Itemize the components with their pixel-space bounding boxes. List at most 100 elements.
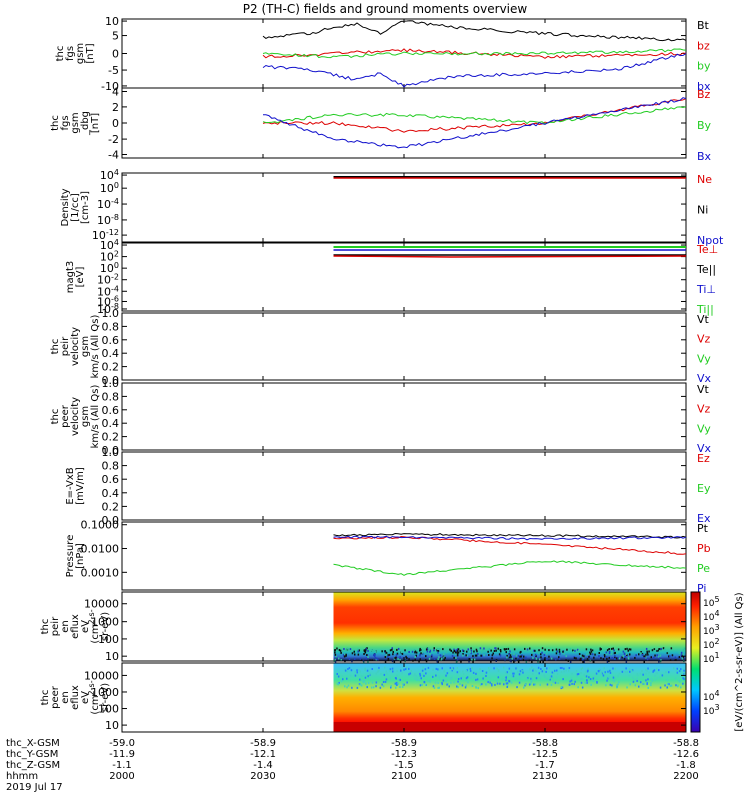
ylabel-line: gsm xyxy=(75,43,86,64)
ylabel-peir_vel: thc peir velocity gsm km/s (All Qs) xyxy=(50,315,101,379)
ylabel-peer_vel: thc peer velocity gsm km/s (All Qs) xyxy=(50,385,101,449)
ytick-label: 10-6 xyxy=(97,294,119,308)
series-group-pressure-Pb xyxy=(333,535,687,555)
legend-peer_vel-2: Vy xyxy=(697,422,711,435)
panel-frame-peir_vel xyxy=(121,312,687,381)
ytick-label: 1000 xyxy=(91,686,119,699)
legend-peer_vel-1: Vz xyxy=(697,403,711,416)
ytick-label: 10-2 xyxy=(97,273,119,287)
ylabel-line: Pressure xyxy=(65,535,76,578)
ytick-label: 5 xyxy=(112,30,119,43)
legend-pressure-0: Pt xyxy=(697,522,709,535)
colorbar-tick: 103 xyxy=(703,623,720,637)
temperature-series xyxy=(333,246,687,258)
legend-temp-2: Ti⊥ xyxy=(696,283,716,296)
colorbar-tick: 101 xyxy=(703,651,720,665)
ytick-label: 0.0100 xyxy=(81,543,120,556)
legend-temp-0: Te⊥ xyxy=(696,243,718,256)
colorbar-tick: 104 xyxy=(703,689,720,703)
series-group-fgs_dbg-Bx xyxy=(262,97,687,149)
ytick-label: 0.0 xyxy=(102,444,120,457)
legend-peir_vel-2: Vy xyxy=(697,352,711,365)
series-line-pressure-Pi xyxy=(333,535,687,541)
xaxis-value: -59.0 xyxy=(109,738,135,749)
panel-frame-density xyxy=(121,172,687,243)
ylabel-line: [nT] xyxy=(85,43,96,63)
ylabel-temp: magt3 [eV] xyxy=(65,261,86,294)
colorbar-tick: 103 xyxy=(703,703,720,717)
ylabel-line: thc xyxy=(50,409,61,425)
legend-peir_vel-1: Vz xyxy=(697,333,711,346)
series-line-fgs-Bt xyxy=(262,20,687,42)
ylabel-line: [nPa] xyxy=(75,543,86,569)
xaxis-row-label: thc_X-GSM xyxy=(6,738,60,749)
ytick-label: 0.2 xyxy=(102,431,120,444)
xaxis-value: -1.8 xyxy=(676,760,696,771)
xaxis-value: -1.5 xyxy=(394,760,414,771)
ytick-label: 10-4 xyxy=(97,284,119,298)
series-group-fgs-by xyxy=(262,48,687,59)
ytick-label: 0.6 xyxy=(102,334,120,347)
ytick-label: 1.0 xyxy=(102,377,120,390)
ylabel-efield: E=-VxB [mV/m] xyxy=(65,467,86,505)
ylabel-line: sr-eV) xyxy=(100,683,111,712)
ytick-label: 0 xyxy=(112,48,119,61)
xaxis-value: -12.5 xyxy=(532,749,558,760)
ylabel-peer_spec: thc peer en eflux eV (cm2-s-sr-eV) xyxy=(40,680,111,714)
ylabel-line: eflux xyxy=(70,685,81,710)
legend-pressure-3: Pi xyxy=(697,582,706,595)
legend-fgs-3: bx xyxy=(697,80,711,93)
ylabel-line: eV xyxy=(80,691,91,704)
ytick-label: 0.0 xyxy=(102,514,120,527)
figure-title: P2 (TH-C) fields and ground moments over… xyxy=(243,2,528,16)
ylabel-line: peer xyxy=(50,685,61,709)
ytick-label: -5 xyxy=(108,64,119,77)
legend-fgs-0: Bt xyxy=(697,19,710,32)
ylabel-fgs: thc fgs gsm [nT] xyxy=(55,43,96,64)
ylabel-line: km/s (All Qs) xyxy=(90,315,101,379)
xaxis-value: 2100 xyxy=(391,771,416,782)
colorbar-tick: 105 xyxy=(703,595,720,609)
series-line-pressure-Pt xyxy=(333,532,687,539)
ylabel-line: [mV/m] xyxy=(75,467,86,505)
xaxis-row-label: hhmm xyxy=(6,771,38,782)
series-line-fgs-by xyxy=(262,48,687,59)
ytick-label: 10-8 xyxy=(97,213,119,227)
ytick-label: 0.8 xyxy=(102,320,120,333)
ytick-label: 0.0 xyxy=(102,374,120,387)
xaxis-value: -58.8 xyxy=(532,738,558,749)
xaxis-value: 2200 xyxy=(673,771,698,782)
series-group-pressure-Pi xyxy=(333,535,687,541)
ylabel-line: en xyxy=(60,691,71,704)
ytick-label: 1000 xyxy=(91,616,119,629)
xaxis-value: -1.1 xyxy=(112,760,132,771)
legend-efield-0: Ez xyxy=(697,452,710,465)
ylabel-line: (cm2-s- xyxy=(87,680,101,714)
xaxis-value: -12.6 xyxy=(673,749,699,760)
ytick-label: -4 xyxy=(108,149,119,162)
density-series xyxy=(333,176,686,179)
xaxis-value: -58.8 xyxy=(673,738,699,749)
xaxis-value: -12.3 xyxy=(391,749,417,760)
spectrogram-peer_spec xyxy=(333,663,686,732)
legend-density-1: Ni xyxy=(697,204,708,217)
legend-efield-1: Ey xyxy=(697,482,711,495)
ylabel-line: (cm2-s- xyxy=(87,609,101,643)
panel-fgs_dbg: 4 2 0 -2 -4 thc fgs gsm _dbg [nT] Bz By Bx xyxy=(50,86,712,164)
ylabel-line: _dbg xyxy=(80,111,91,136)
ylabel-line: velocity xyxy=(70,327,81,366)
ylabel-line: [eV] xyxy=(75,267,86,288)
xaxis-value: 2130 xyxy=(532,771,557,782)
ytick-label: 2 xyxy=(112,101,119,114)
panel-peer_spec: 10000 1000 100 10 thc peer en eflux eV (cm2-s-sr-… xyxy=(40,662,687,733)
ytick-label: 104 xyxy=(100,168,119,182)
legend-peer_vel-0: Vt xyxy=(697,383,710,396)
ylabel-line: magt3 xyxy=(65,261,76,294)
ylabel-line: fgs xyxy=(65,46,76,61)
colorbar-scale xyxy=(690,591,701,733)
ytick-label: 0.1000 xyxy=(81,519,120,532)
